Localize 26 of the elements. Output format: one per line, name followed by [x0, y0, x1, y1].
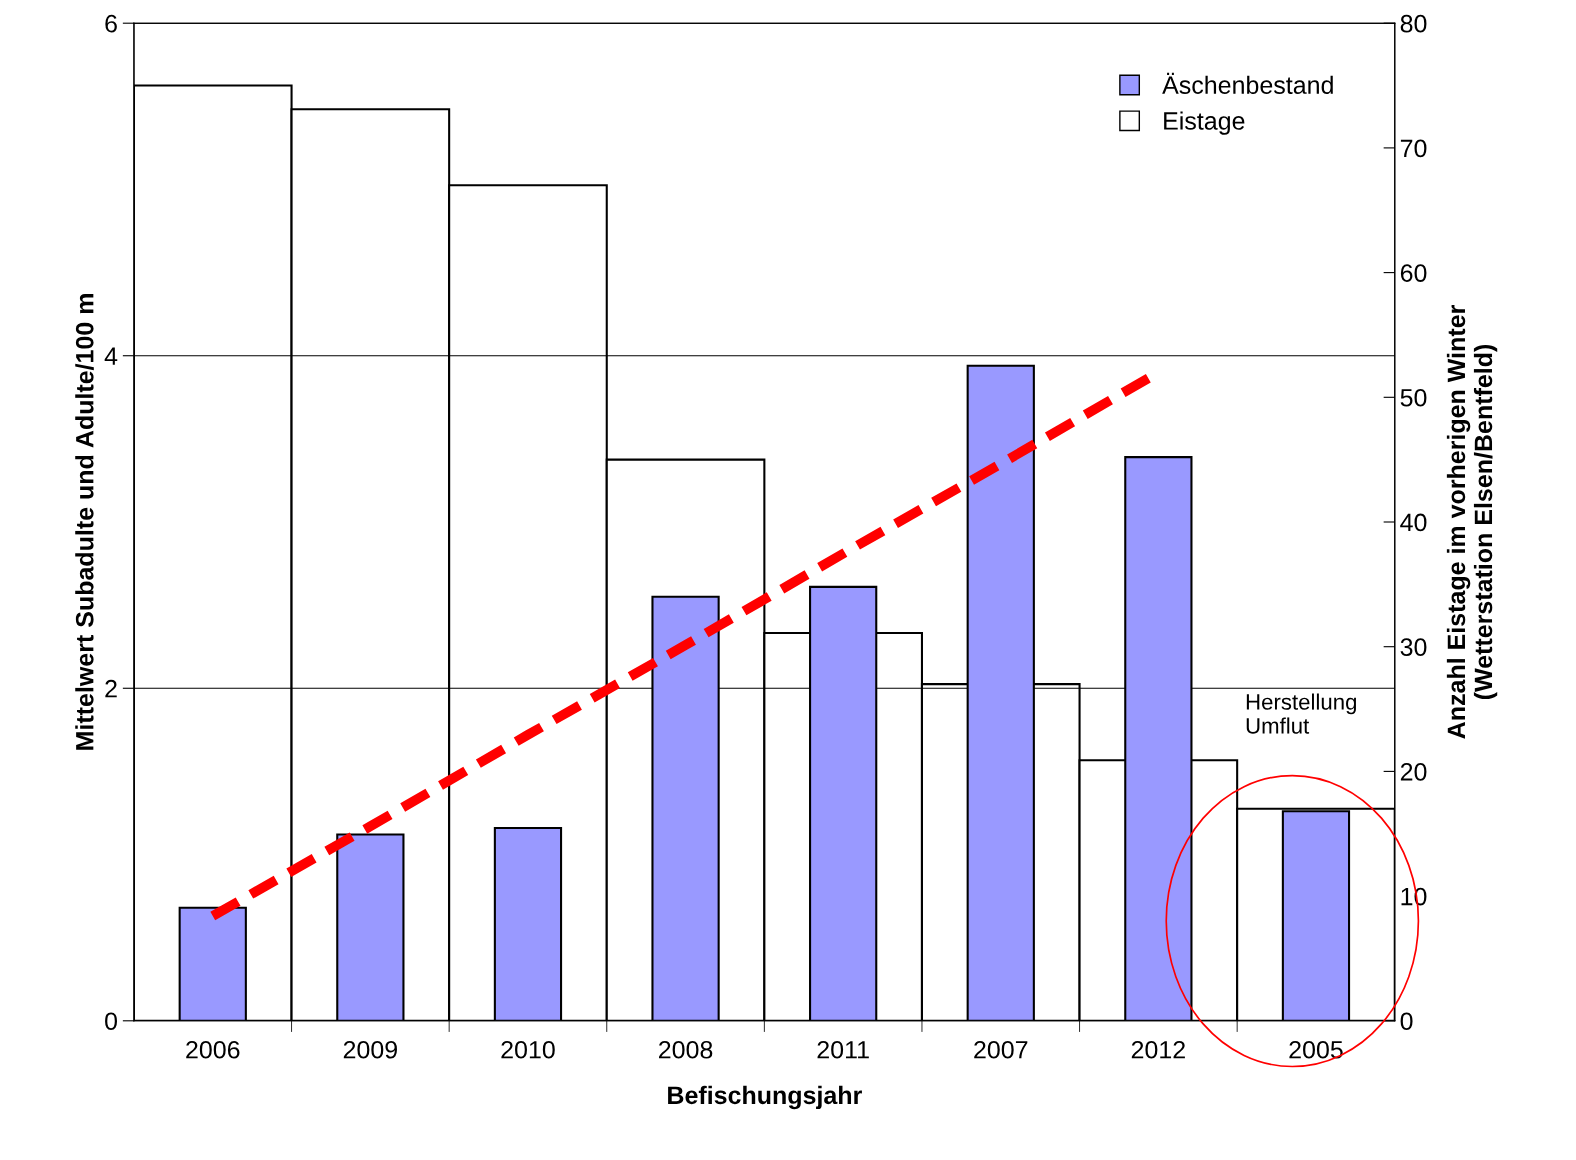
y2-tick-label: 70: [1400, 139, 1427, 158]
y2-tick-label: 40: [1400, 513, 1427, 532]
x-axis-title: Befischungsjahr: [668, 1085, 862, 1110]
y-tick-label: 2: [105, 679, 117, 698]
y2-tick-label: 30: [1400, 638, 1427, 656]
legend-label: Äschenbestand: [1162, 72, 1333, 94]
x-tick-label: 2006: [186, 1040, 240, 1059]
y2-tick-label: 60: [1400, 264, 1427, 282]
y2-tick-label: 80: [1400, 14, 1427, 33]
x-tick-label: 2011: [817, 1040, 869, 1059]
x-tick-label: 2009: [343, 1040, 397, 1059]
x-tick-label: 2012: [1131, 1040, 1185, 1059]
y2-tick-label: 20: [1400, 763, 1427, 781]
y-tick-label: 6: [105, 14, 117, 33]
y-axis-title: Mittelwert Subadulte und Adulte/100 m: [75, 294, 94, 750]
y-tick-label: 4: [104, 347, 118, 365]
x-tick-label: 2008: [659, 1040, 713, 1059]
x-tick-label: 2005: [1289, 1040, 1343, 1059]
y2-tick-label: 50: [1400, 388, 1427, 407]
y2-tick-label: 0: [1400, 1012, 1413, 1031]
y2-axis-title: Anzahl Eistage im vorherigen Winter (Wetterstation Elsen/Bentfeld): [1446, 305, 1498, 739]
y-tick-label: 0: [105, 1012, 118, 1031]
x-tick-label: 2010: [501, 1040, 555, 1059]
annotation: Herstellung Umflut: [1246, 693, 1357, 734]
legend-label: Eistage: [1164, 111, 1245, 135]
x-tick-label: 2007: [974, 1040, 1028, 1059]
